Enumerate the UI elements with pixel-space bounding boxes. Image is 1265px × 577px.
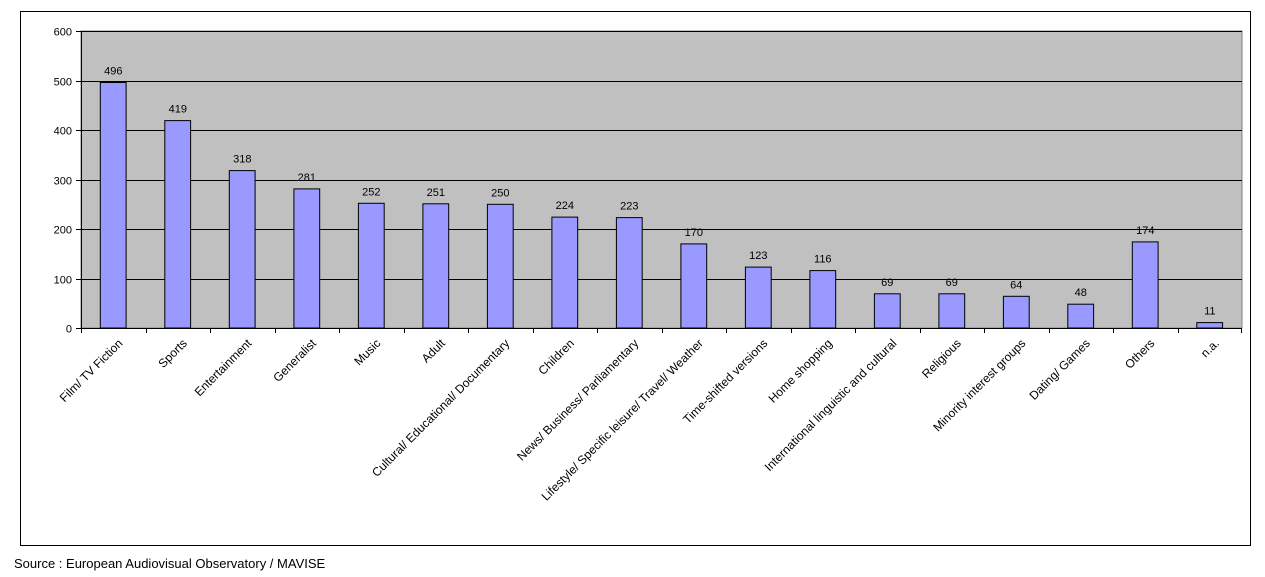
bar (680, 243, 708, 329)
x-category-label: Film/ TV Fiction (57, 336, 126, 405)
data-label: 496 (104, 66, 122, 78)
y-tick-label: 400 (54, 126, 72, 138)
data-label: 223 (620, 201, 638, 213)
data-label: 170 (685, 227, 703, 239)
bar (1196, 322, 1224, 329)
bar (1002, 295, 1030, 329)
y-tick-label: 300 (54, 176, 72, 188)
source-note: Source : European Audiovisual Observator… (14, 556, 326, 571)
chart-frame: 0 100 200 300 400 500 600 496 Film/ TV Fiction 41… (20, 11, 1251, 546)
bar (164, 120, 192, 329)
data-label: 252 (362, 186, 380, 198)
plot-area (80, 30, 1243, 329)
data-label: 250 (491, 187, 509, 199)
data-label: 69 (881, 277, 893, 289)
y-tick-label: 200 (54, 225, 72, 237)
bar (809, 270, 837, 329)
x-category-label: Children (535, 336, 577, 378)
x-category-label: Home shopping (766, 336, 835, 405)
x-category-label: Adult (419, 336, 449, 366)
data-label: 419 (169, 104, 187, 116)
bar (551, 216, 579, 329)
data-label: 318 (233, 154, 251, 166)
x-category-label: News/ Business/ Parliamentary (514, 336, 641, 463)
data-label: 224 (556, 200, 574, 212)
data-label: 11 (1204, 306, 1215, 318)
bar (99, 82, 127, 329)
bar (873, 293, 901, 329)
bar (422, 203, 450, 329)
data-label: 64 (1010, 279, 1022, 291)
y-tick-label: 0 (66, 324, 72, 336)
x-category-label: Generalist (270, 336, 319, 385)
bar (486, 203, 514, 329)
x-category-label: n.a. (1198, 336, 1222, 360)
bar (1131, 241, 1159, 329)
x-category-label: Entertainment (192, 336, 255, 399)
bar (744, 266, 772, 329)
x-category-label: Dating/ Games (1026, 336, 1093, 403)
x-category-label: Religious (919, 336, 964, 381)
y-tick-label: 500 (54, 77, 72, 89)
data-label: 281 (298, 172, 316, 184)
y-tick-label: 100 (54, 275, 72, 287)
x-category-label: Cultural/ Educational/ Documentary (369, 336, 512, 479)
data-label: 123 (749, 250, 767, 262)
x-category-label: Music (351, 336, 383, 368)
bar (293, 188, 321, 329)
x-category-label: International linguistic and cultural (762, 336, 900, 474)
bar (615, 217, 643, 329)
data-label: 69 (946, 277, 958, 289)
bar (1067, 303, 1095, 329)
bar (357, 202, 385, 329)
data-label: 116 (814, 254, 832, 266)
x-category-label: Others (1122, 336, 1157, 371)
x-category-label: Sports (155, 336, 189, 370)
data-label: 174 (1136, 225, 1154, 237)
y-tick-label: 600 (54, 27, 72, 39)
bar-chart: 0 100 200 300 400 500 600 496 Film/ TV Fiction 41… (54, 27, 1243, 503)
data-label: 251 (427, 187, 445, 199)
data-label: 48 (1075, 287, 1087, 299)
bar (228, 170, 256, 329)
bar (938, 293, 966, 329)
